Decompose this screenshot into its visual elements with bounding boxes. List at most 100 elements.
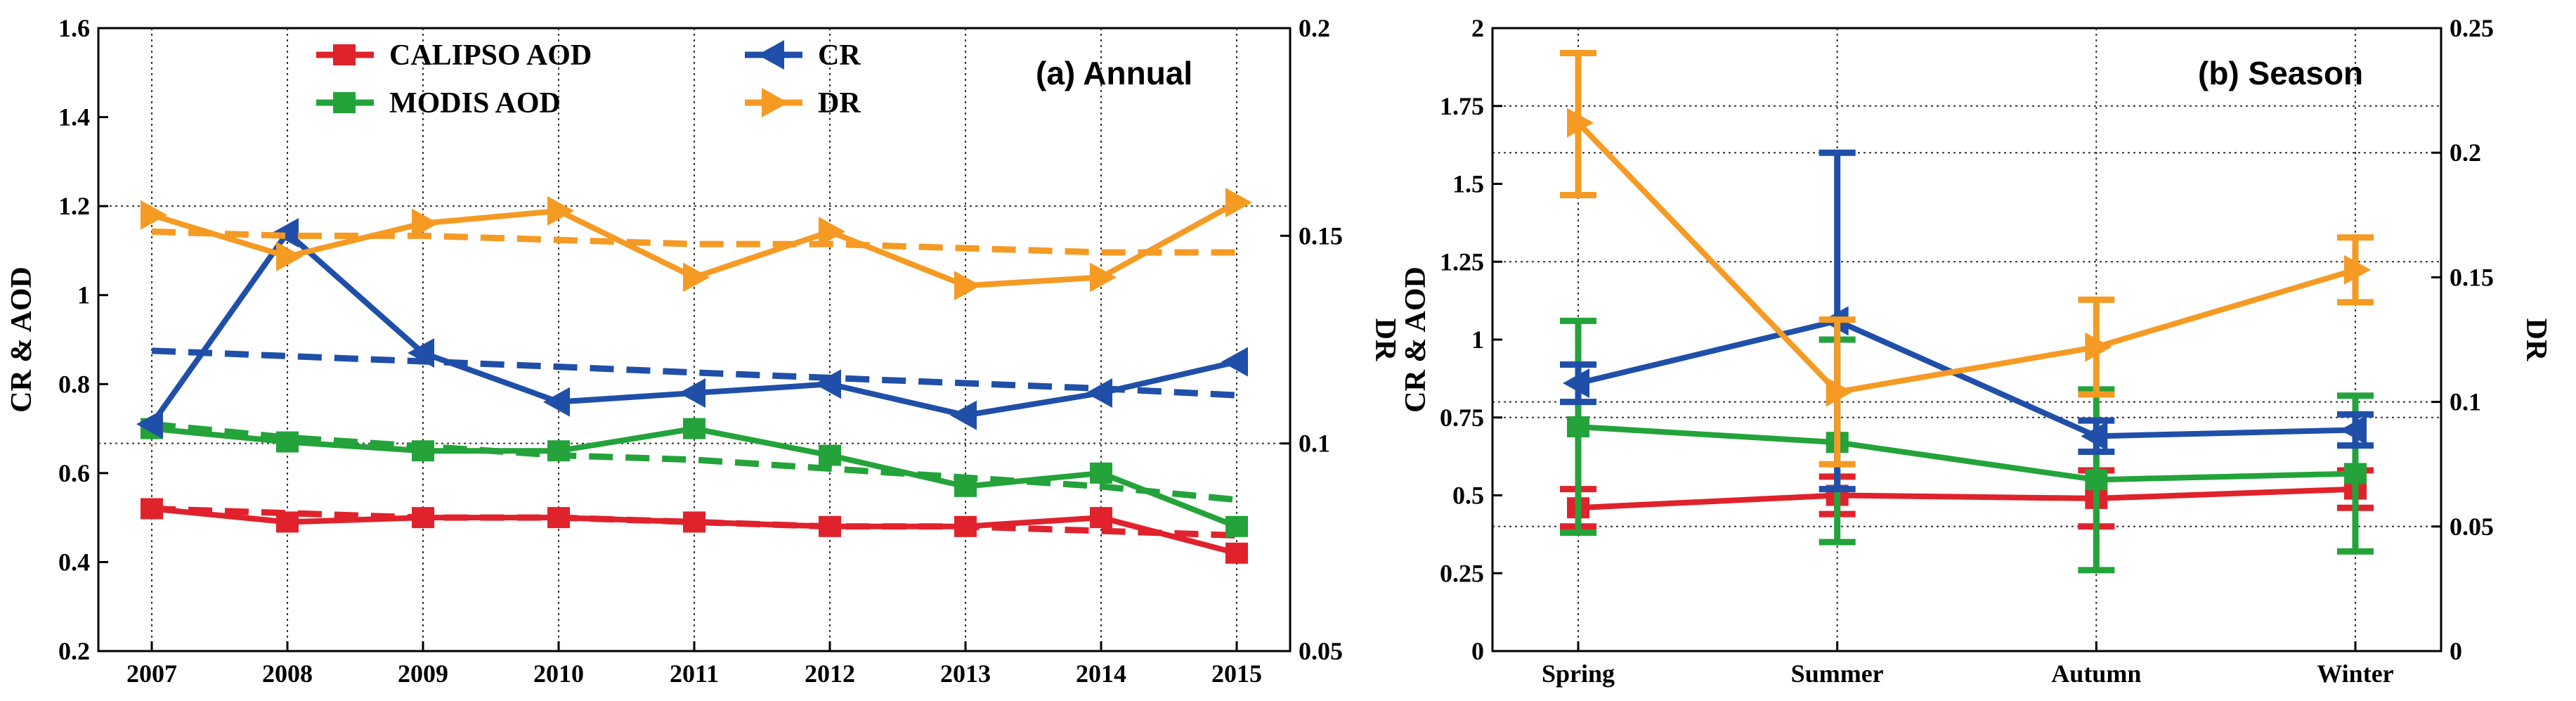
gridlines [98,28,1290,651]
legend-item-cr: CR [745,39,861,72]
axis-right: 0.05 0.1 0.15 0.2 [1280,14,1343,665]
tick-label-left: 1 [77,281,90,309]
data-point-modis-aod [819,444,841,466]
data-point-cr [814,369,841,399]
data-point-cr [950,400,977,430]
data-point-modis-aod [276,431,299,453]
data-point-dr [954,271,981,301]
legend-marker [333,92,356,113]
series-cr [136,218,1248,439]
axis-bottom: 2007 2008 2009 2010 2011 2012 2013 2014 2015 [126,641,1262,688]
data-point-cr [2081,421,2108,451]
series-dr [141,188,1252,301]
data-point-dr [141,200,167,230]
legend-marker [333,44,356,65]
data-line-dr [1576,120,2357,395]
data-point-dr [1225,188,1252,218]
data-point-dr [1826,377,1853,407]
tick-label-left: 2 [1471,14,1484,42]
data-point-calipso-aod [683,511,705,533]
panel-label: (b) Season [2198,55,2363,91]
tick-label-right: 0.25 [2450,14,2494,42]
series-calipso-aod [141,498,1248,564]
data-point-cr [2340,415,2367,445]
tick-label-left: 0.5 [1452,482,1484,510]
tick-label-right: 0 [2450,637,2462,665]
axis-bottom: Spring Summer Autumn Winter [1542,641,2394,688]
data-point-modis-aod [1090,462,1112,484]
tick-label-right: 0.2 [2450,139,2481,167]
data-point-calipso-aod [276,511,299,533]
legend-label: DR [818,87,861,120]
data-point-modis-aod [1567,416,1589,438]
data-point-modis-aod [547,440,570,462]
tick-label-bottom: 2013 [940,660,991,688]
tick-label-bottom: 2010 [533,660,584,688]
axis-left: 0 0.25 0.5 0.75 1 1.25 1.5 1.75 2 [1440,14,1502,665]
data-point-dr [1567,108,1594,138]
tick-label-bottom: Winter [2317,660,2393,688]
legend-item-modis-aod: MODIS AOD [316,87,561,120]
data-point-cr [1086,378,1112,408]
data-point-calipso-aod [412,507,434,529]
data-point-dr [819,217,845,247]
tick-label-left: 0.6 [58,459,90,487]
tick-label-left: 1.6 [58,14,90,42]
legend-marker [757,40,784,70]
tick-label-left: 1.75 [1440,92,1484,120]
y-axis-title-right: DR [2520,319,2552,361]
tick-label-right: 0.05 [1299,637,1343,665]
tick-label-bottom: Spring [1542,660,1615,688]
data-point-dr [2344,255,2371,285]
panel-season: 0 0.25 0.5 0.75 1 1.25 1.5 1.75 2 0 0.05 0.1 0.15 0.2… [1400,14,2552,688]
axis-right: 0 0.05 0.1 0.15 0.2 0.25 [2431,14,2494,665]
tick-label-right: 0.15 [1299,221,1343,250]
data-line-modis-aod [1578,424,2356,483]
data-point-dr [1090,262,1117,292]
plot-frame [1491,27,2442,652]
data-point-dr [547,195,574,226]
legend-label: CALIPSO AOD [389,39,592,72]
tick-label-left: 1.2 [58,192,90,220]
series-modis-aod [1560,317,2374,574]
tick-label-bottom: Summer [1791,660,1884,688]
tick-label-right: 0.2 [1299,14,1330,42]
tick-label-left: 0.75 [1440,404,1484,432]
tick-label-right: 0.1 [2450,388,2481,416]
data-point-calipso-aod [819,515,841,537]
tick-label-bottom: 2012 [805,660,855,688]
data-point-dr [683,262,710,292]
tick-label-left: 1.25 [1440,247,1484,276]
legend-label: CR [818,39,861,72]
tick-label-bottom: 2007 [126,660,177,688]
panel-annual: 0.2 0.4 0.6 0.8 1 1.2 1.4 1.6 0.05 0.1 0.15 0.2 2007… [6,14,1401,688]
data-point-modis-aod [412,440,434,462]
tick-label-left: 0.8 [58,370,90,398]
data-point-cr [136,409,163,439]
data-point-calipso-aod [547,507,570,529]
legend-label: MODIS AOD [389,87,561,120]
y-axis-title: CR & AOD [1400,266,1432,413]
data-point-cr [1563,368,1589,399]
data-line-calipso-aod [1578,486,2356,511]
tick-label-right: 0.1 [1299,430,1330,458]
data-point-cr [679,378,705,408]
tick-label-left: 1.5 [1452,170,1484,198]
tick-label-bottom: Autumn [2051,660,2141,688]
data-point-modis-aod [683,418,705,439]
data-point-dr [2085,332,2112,362]
series-dr [1560,49,2374,468]
tick-label-bottom: 2008 [262,660,313,688]
data-point-cr [408,337,434,368]
tick-label-right: 0.15 [2450,263,2494,291]
tick-label-bottom: 2009 [398,660,448,688]
data-point-dr [412,208,438,238]
tick-label-left: 1.4 [58,103,90,131]
tick-label-left: 1 [1471,326,1484,354]
data-point-calipso-aod [954,515,977,537]
data-point-modis-aod [2344,463,2367,484]
y-axis-title-right: DR [1369,319,1401,361]
tick-label-left: 0 [1471,637,1484,665]
legend-item-calipso-aod: CALIPSO AOD [316,39,592,72]
